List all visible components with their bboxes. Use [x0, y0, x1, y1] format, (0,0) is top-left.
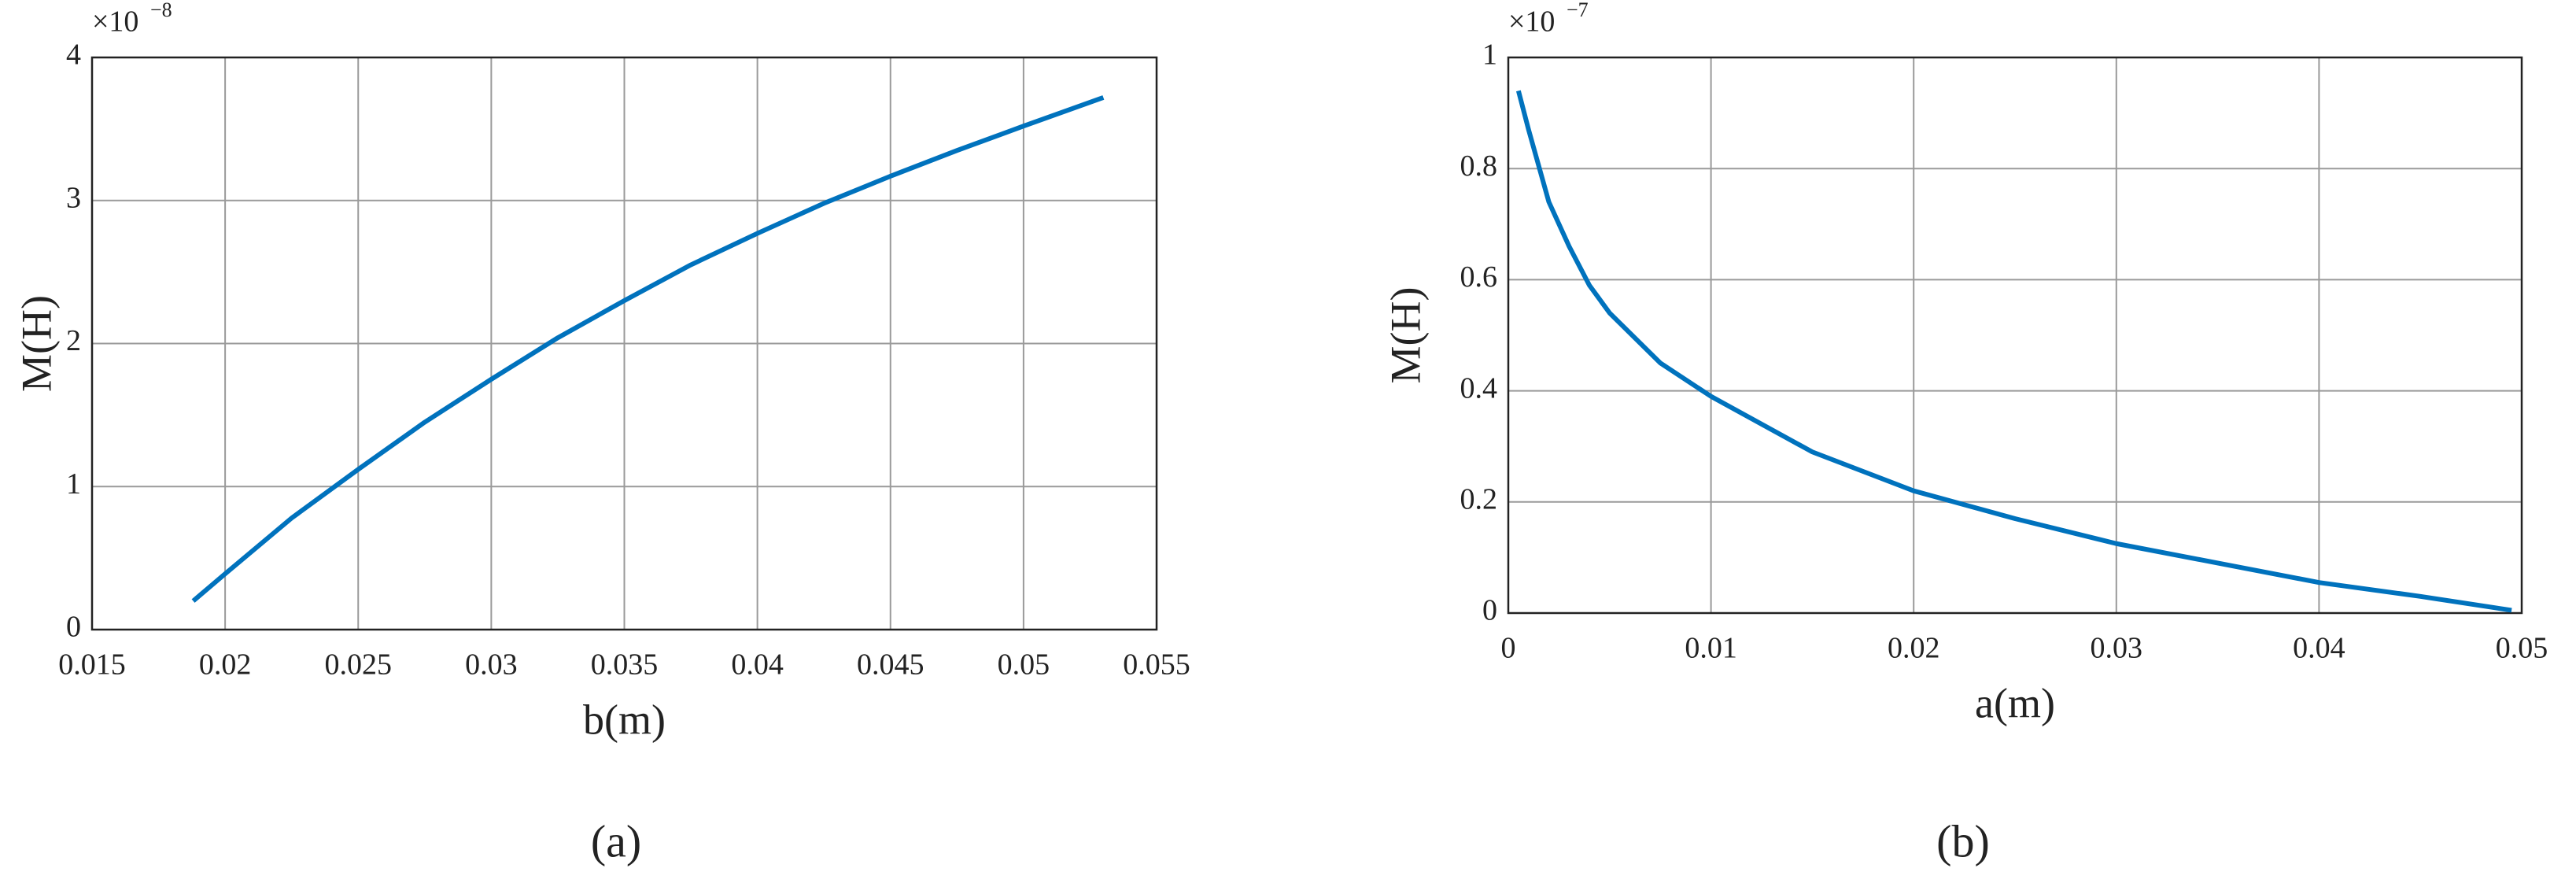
y-tick-label: 0.6: [1460, 260, 1498, 294]
y-tick-label: 0.2: [1460, 483, 1498, 516]
x-axis-label: a(m): [1975, 679, 2055, 726]
y-tick-label: 4: [66, 39, 81, 72]
panel-label: (b): [1936, 815, 1990, 866]
x-tick-label: 0.02: [199, 648, 252, 682]
y-tick-label: 0: [66, 611, 81, 644]
x-axis-label: b(m): [583, 696, 666, 743]
y-axis-label: M(H): [1382, 287, 1429, 384]
y-tick-label: 3: [66, 181, 81, 214]
plot-frame: [90, 56, 1158, 631]
x-tick-label: 0.05: [998, 648, 1050, 682]
x-tick-label: 0: [1501, 632, 1516, 665]
x-tick-label: 0.01: [1685, 632, 1737, 665]
x-tick-label: 0.025: [325, 648, 393, 682]
y-tick-label: 0: [1482, 594, 1497, 627]
data-line: [1515, 90, 2512, 613]
y-multiplier: ×10: [92, 6, 138, 39]
y-axis-label: M(H): [13, 295, 60, 392]
y-tick-label: 2: [66, 324, 81, 357]
y-multiplier: ×10: [1508, 6, 1555, 39]
x-tick-label: 0.035: [591, 648, 659, 682]
panel-label: (a): [591, 815, 641, 866]
y-tick-label: 0.8: [1460, 150, 1498, 183]
x-tick-label: 0.055: [1123, 648, 1190, 682]
x-tick-label: 0.04: [2293, 632, 2345, 665]
x-tick-label: 0.045: [857, 648, 924, 682]
x-tick-label: 0.03: [465, 648, 518, 682]
x-tick-label: 0.04: [731, 648, 784, 682]
x-tick-label: 0.03: [2091, 632, 2143, 665]
x-tick-label: 0.02: [1888, 632, 1940, 665]
y-exponent: −7: [1567, 0, 1589, 21]
y-exponent: −8: [150, 0, 172, 21]
x-tick-label: 0.015: [58, 648, 126, 682]
plot-frame: [1507, 56, 2523, 615]
y-tick-label: 0.4: [1460, 371, 1498, 405]
y-tick-label: 1: [1482, 39, 1497, 72]
x-tick-label: 0.05: [2496, 632, 2548, 665]
data-line: [191, 95, 1105, 603]
y-tick-label: 1: [66, 467, 81, 501]
